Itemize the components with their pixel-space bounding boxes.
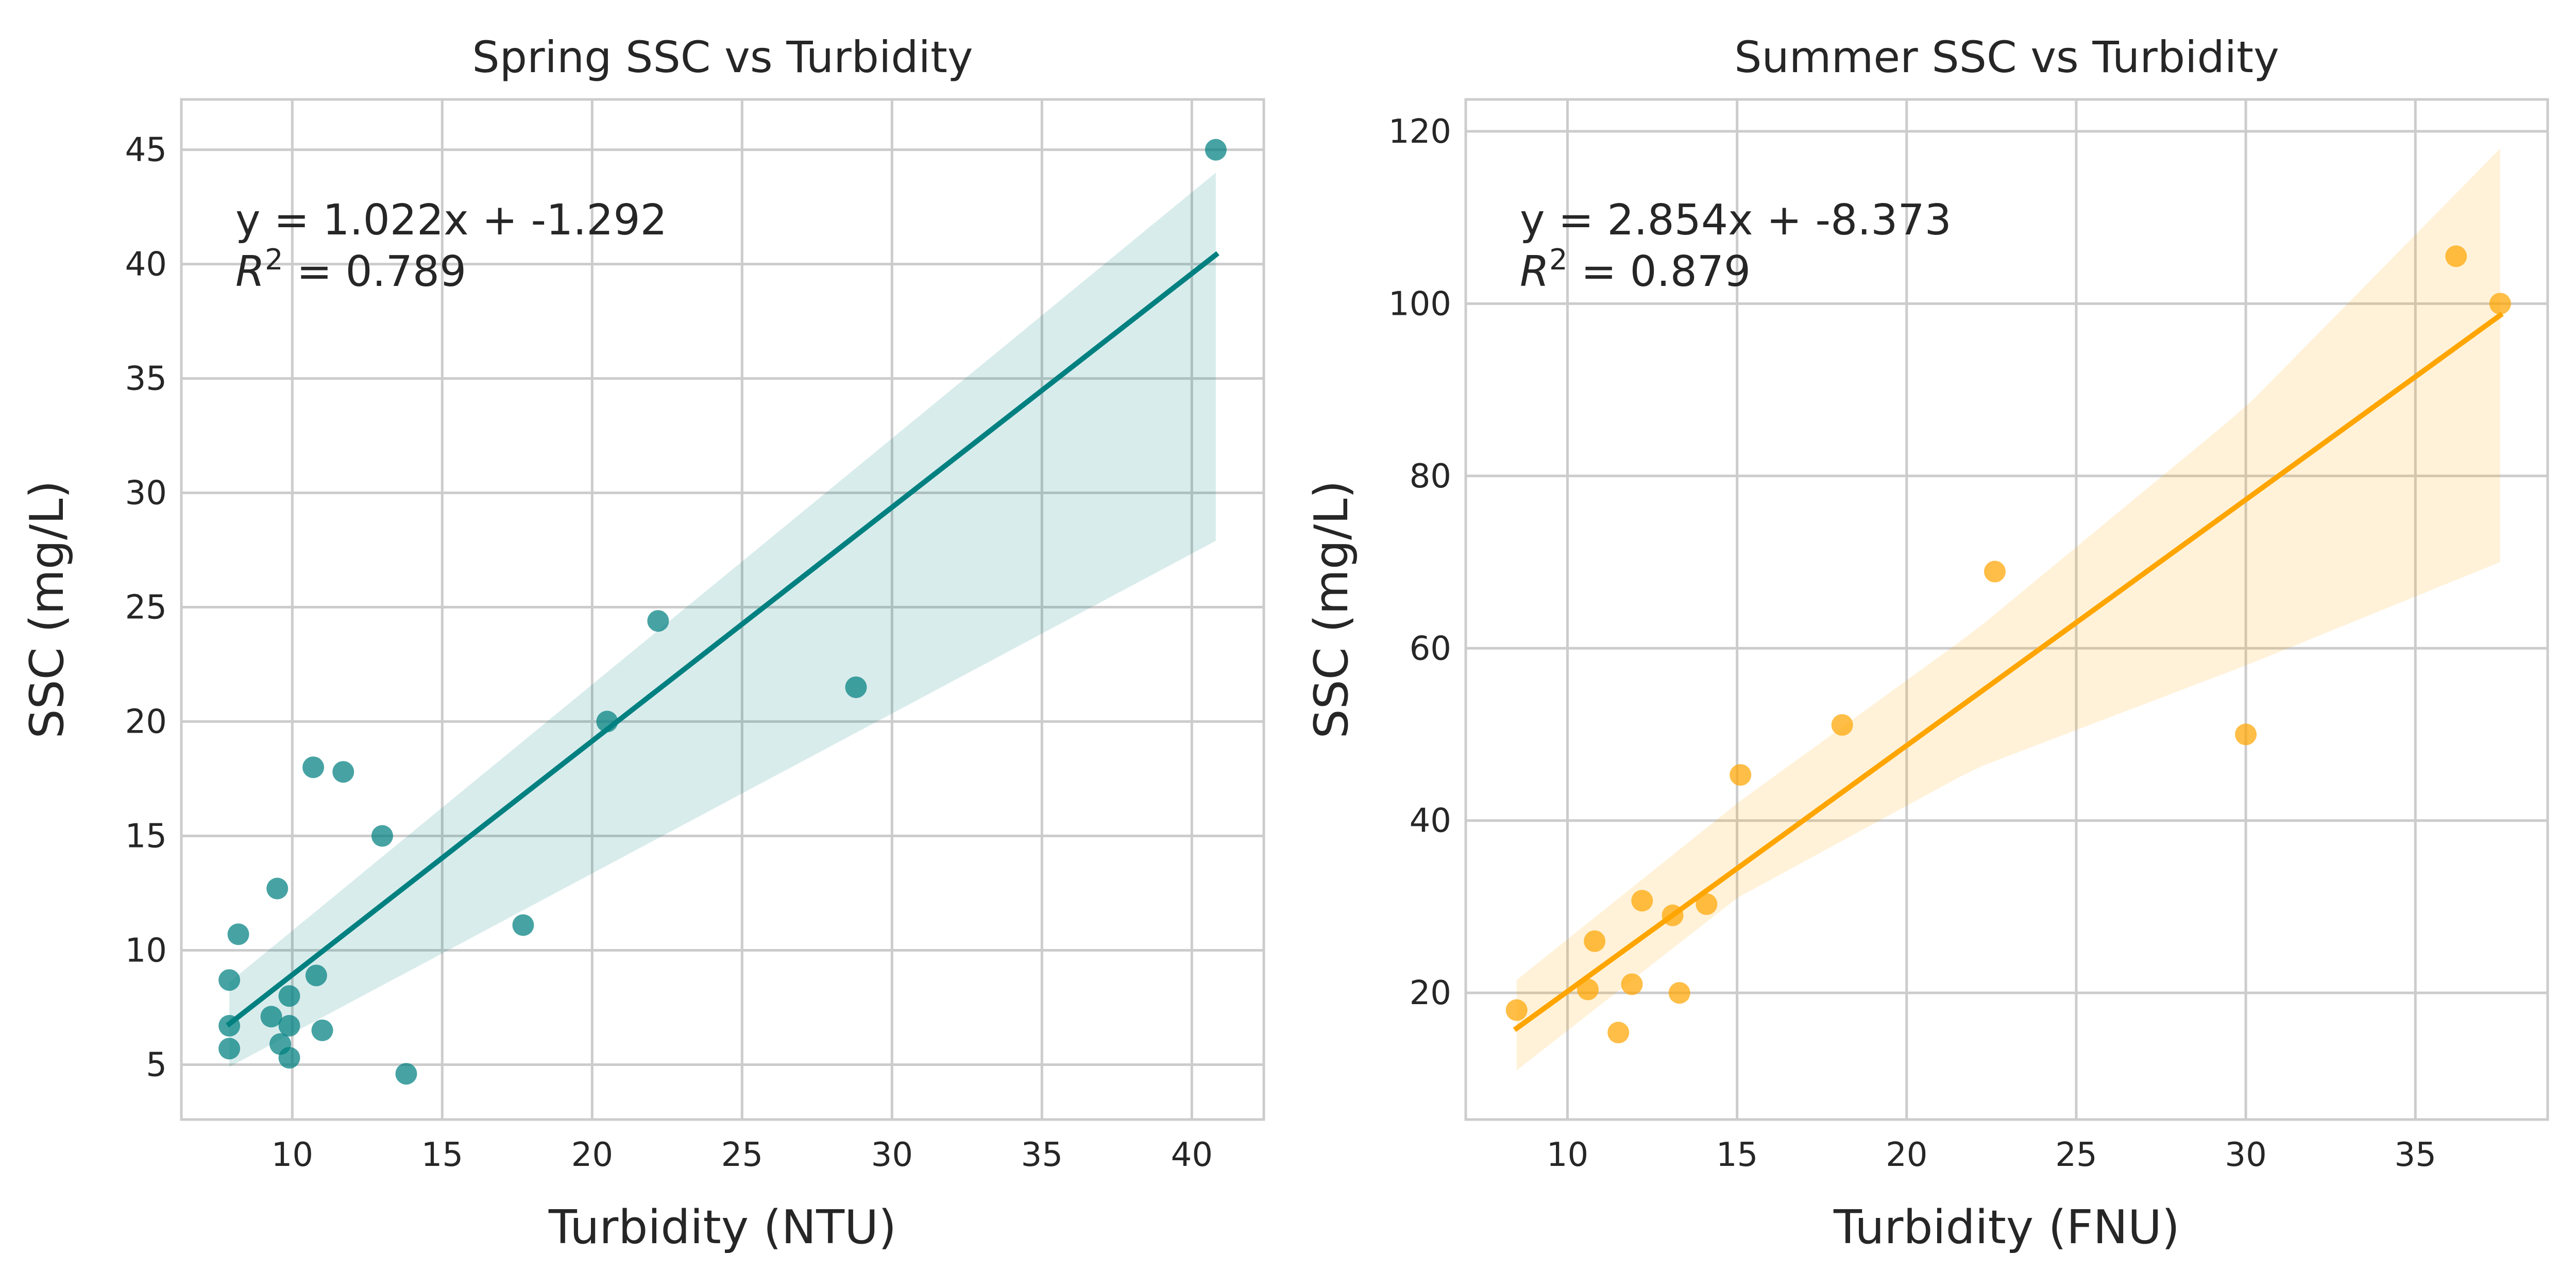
data-point bbox=[260, 1006, 282, 1028]
y-tick-label: 15 bbox=[125, 818, 167, 856]
x-tick-label: 20 bbox=[1886, 1136, 1927, 1174]
y-tick-label: 20 bbox=[125, 703, 167, 741]
y-tick-label: 25 bbox=[125, 589, 167, 627]
x-tick-label: 35 bbox=[2395, 1136, 2436, 1174]
confidence-band bbox=[229, 173, 1216, 1067]
chart-spring: Spring SSC vs Turbidity Turbidity (NTU) … bbox=[20, 32, 1265, 1255]
regression-equation: y = 1.022x + -1.292 bbox=[235, 196, 667, 245]
data-point bbox=[278, 985, 300, 1007]
data-point bbox=[1621, 973, 1643, 995]
y-tick-label: 5 bbox=[146, 1046, 167, 1084]
y-tick-label: 60 bbox=[1410, 630, 1451, 668]
x-tick-label: 15 bbox=[421, 1136, 463, 1174]
x-tick-label: 30 bbox=[2225, 1136, 2266, 1174]
y-tick-label: 10 bbox=[125, 931, 167, 970]
chart-summer: Summer SSC vs Turbidity Turbidity (FNU) … bbox=[1304, 32, 2549, 1255]
x-axis-label: Turbidity (NTU) bbox=[548, 1200, 896, 1255]
y-tick-label: 20 bbox=[1410, 974, 1451, 1012]
data-point bbox=[1607, 1022, 1630, 1044]
data-point bbox=[1984, 561, 2006, 583]
regression-equation: y = 2.854x + -8.373 bbox=[1520, 196, 1952, 245]
x-tick-label: 20 bbox=[571, 1136, 613, 1174]
x-tick-label: 40 bbox=[1171, 1136, 1213, 1174]
data-point bbox=[1696, 893, 1718, 915]
data-point bbox=[512, 914, 534, 936]
r-symbol: R bbox=[235, 247, 265, 296]
r-exponent: 2 bbox=[265, 243, 283, 277]
r-exponent: 2 bbox=[1549, 243, 1568, 277]
data-point bbox=[218, 1038, 241, 1060]
data-point bbox=[218, 969, 241, 991]
data-point bbox=[311, 1019, 333, 1041]
data-point bbox=[2445, 245, 2467, 267]
x-tick-label: 10 bbox=[272, 1136, 313, 1174]
r-squared-value: = 0.879 bbox=[1568, 247, 1751, 296]
data-point bbox=[371, 825, 393, 847]
r-symbol: R bbox=[1520, 247, 1549, 296]
data-point bbox=[2235, 723, 2257, 745]
data-point bbox=[305, 964, 327, 987]
plot-frame bbox=[1464, 98, 2549, 1121]
data-point bbox=[1668, 982, 1690, 1004]
data-point bbox=[1505, 999, 1528, 1021]
regression-line bbox=[226, 251, 1219, 1028]
data-point bbox=[278, 1014, 300, 1037]
x-axis-label: Turbidity (FNU) bbox=[1833, 1200, 2180, 1255]
r-squared-label: R2 = 0.879 bbox=[1520, 243, 1751, 297]
x-tick-label: 25 bbox=[721, 1136, 763, 1174]
y-tick-label: 100 bbox=[1388, 285, 1451, 323]
chart-title: Summer SSC vs Turbidity bbox=[1734, 32, 2279, 82]
data-point bbox=[278, 1047, 300, 1069]
data-point bbox=[1577, 978, 1599, 1001]
x-tick-label: 30 bbox=[871, 1136, 913, 1174]
data-point bbox=[1584, 930, 1606, 952]
r-squared-label: R2 = 0.789 bbox=[235, 243, 466, 297]
x-tick-label: 25 bbox=[2055, 1136, 2097, 1174]
data-point bbox=[1831, 714, 1853, 736]
data-point bbox=[227, 923, 249, 945]
data-point bbox=[395, 1063, 417, 1085]
x-tick-label: 35 bbox=[1021, 1136, 1063, 1174]
regression-line bbox=[1513, 311, 2504, 1032]
r-squared-value: = 0.789 bbox=[283, 247, 467, 296]
data-point bbox=[647, 610, 669, 632]
data-point bbox=[1205, 139, 1227, 161]
y-tick-label: 30 bbox=[125, 474, 167, 513]
data-point bbox=[2489, 293, 2511, 315]
plot-frame bbox=[180, 98, 1265, 1121]
y-tick-label: 45 bbox=[125, 131, 167, 170]
data-point bbox=[332, 761, 354, 783]
confidence-band bbox=[1516, 148, 2500, 1071]
data-point bbox=[1631, 890, 1653, 912]
data-point bbox=[302, 756, 325, 778]
y-tick-label: 40 bbox=[125, 246, 167, 284]
data-point bbox=[1730, 764, 1752, 786]
data-point bbox=[845, 676, 867, 698]
y-tick-label: 80 bbox=[1410, 457, 1451, 496]
x-tick-label: 15 bbox=[1716, 1136, 1758, 1174]
y-axis-label: SSC (mg/L) bbox=[20, 480, 74, 738]
data-point bbox=[266, 877, 289, 900]
y-axis-label: SSC (mg/L) bbox=[1304, 480, 1359, 738]
y-tick-label: 120 bbox=[1388, 113, 1451, 151]
plot-area bbox=[1466, 99, 2548, 1120]
chart-title: Spring SSC vs Turbidity bbox=[472, 32, 973, 82]
y-tick-label: 35 bbox=[125, 360, 167, 398]
x-tick-label: 10 bbox=[1547, 1136, 1588, 1174]
y-tick-label: 40 bbox=[1410, 802, 1451, 840]
